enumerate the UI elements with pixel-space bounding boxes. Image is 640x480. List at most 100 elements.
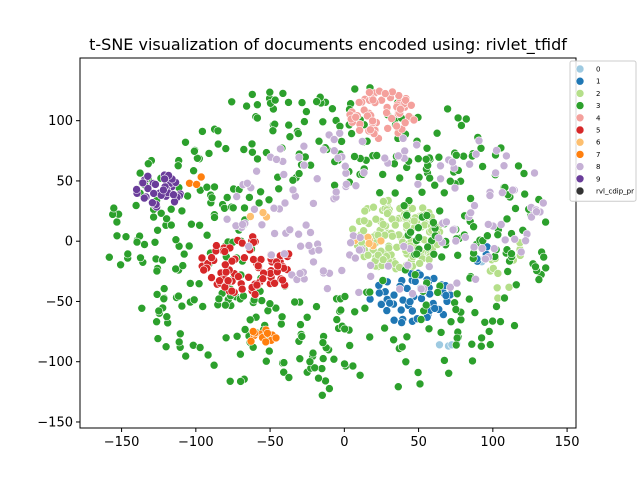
point-series-3 <box>340 359 349 369</box>
point-series-3 <box>221 144 231 153</box>
point-series-2 <box>388 231 397 241</box>
point-series-3 <box>422 211 432 220</box>
point-series-3 <box>194 279 204 289</box>
point-series-9 <box>169 190 178 199</box>
point-series-9 <box>138 178 148 188</box>
point-series-2 <box>378 220 388 229</box>
point-series-3 <box>432 128 442 138</box>
point-series-8 <box>496 220 506 229</box>
point-series-8 <box>288 185 298 195</box>
point-series-3 <box>174 291 183 301</box>
point-series-3 <box>402 332 412 342</box>
point-series-3 <box>189 295 199 305</box>
point-series-4 <box>392 121 401 131</box>
point-series-3 <box>318 338 328 347</box>
point-series-3 <box>171 264 180 274</box>
point-series-3 <box>399 201 409 210</box>
legend-label: 9 <box>596 175 600 183</box>
point-series-3 <box>350 307 360 317</box>
point-series-3 <box>496 317 505 326</box>
point-series-3 <box>414 233 424 242</box>
point-series-3 <box>452 333 462 343</box>
point-series-3 <box>480 317 490 327</box>
point-series-3 <box>156 209 166 218</box>
point-series-3 <box>187 219 196 229</box>
point-series-2 <box>379 197 388 206</box>
point-series-7 <box>246 336 256 346</box>
legend-marker <box>575 174 585 184</box>
point-series-2 <box>402 221 411 230</box>
point-series-3 <box>140 240 149 249</box>
point-series-3 <box>265 87 275 97</box>
point-series-3 <box>293 129 303 138</box>
point-series-1 <box>389 290 399 300</box>
point-series-4 <box>382 108 391 117</box>
point-series-7 <box>271 333 281 343</box>
point-series-3 <box>159 284 169 293</box>
point-series-8 <box>337 266 347 275</box>
point-series-2 <box>363 250 373 260</box>
point-series-3 <box>406 227 415 237</box>
point-series-3 <box>314 136 324 146</box>
point-series-3 <box>277 312 287 322</box>
point-series-8 <box>294 229 303 239</box>
point-series-1 <box>408 306 417 316</box>
point-series-8 <box>359 168 369 177</box>
axis-ticks: −150 −100 −50 0 50 100 150 −150 −100 −50 0 50 100 <box>37 114 579 450</box>
point-series-3 <box>329 354 339 364</box>
point-series-3 <box>300 117 309 126</box>
point-series-3 <box>492 302 501 311</box>
point-series-3 <box>131 201 141 210</box>
point-series-3 <box>429 218 438 227</box>
point-series-3 <box>421 300 431 310</box>
y-tick-label: −100 <box>37 355 73 370</box>
point-series-3 <box>440 356 449 365</box>
point-series-3 <box>152 266 162 276</box>
point-series-2 <box>408 204 417 213</box>
point-series-2 <box>384 243 394 253</box>
point-series-2 <box>390 220 400 230</box>
point-series-3 <box>347 129 356 138</box>
point-series-2 <box>359 226 368 235</box>
point-series-4 <box>387 114 396 123</box>
y-tick-label: −50 <box>46 295 73 310</box>
point-series-3 <box>514 161 523 171</box>
point-series-3 <box>284 373 294 382</box>
point-series-3 <box>519 169 529 178</box>
point-series-3 <box>245 315 255 325</box>
point-series-4 <box>409 115 419 125</box>
point-series-8 <box>481 254 490 264</box>
point-series-3 <box>271 303 281 313</box>
point-series-5 <box>278 275 287 285</box>
point-series-8 <box>306 228 315 237</box>
point-series-3 <box>152 317 161 327</box>
point-series-3 <box>417 188 427 197</box>
point-series-8 <box>285 225 295 235</box>
point-series-8 <box>346 238 355 247</box>
point-series-3 <box>511 204 520 213</box>
point-series-3 <box>425 173 435 183</box>
point-series-8 <box>232 192 241 201</box>
point-series-3 <box>222 193 232 202</box>
point-series-8 <box>471 149 481 159</box>
point-series-9 <box>151 180 160 189</box>
point-series-3 <box>253 100 262 109</box>
point-series-3 <box>268 126 278 135</box>
point-series-9 <box>143 172 153 181</box>
point-series-3 <box>310 363 320 373</box>
point-series-8 <box>499 161 509 170</box>
point-series-5 <box>197 253 207 263</box>
legend-label: 3 <box>596 102 600 110</box>
point-series-3 <box>149 212 158 222</box>
point-series-3 <box>239 145 249 154</box>
point-series-5 <box>234 272 243 281</box>
point-series-5 <box>221 267 231 277</box>
point-series-3 <box>302 107 311 116</box>
legend-marker <box>575 150 585 159</box>
point-series-8 <box>469 242 479 252</box>
point-series-3 <box>210 213 219 222</box>
point-series-3 <box>285 132 295 141</box>
point-series-3 <box>220 204 229 213</box>
point-series-8 <box>497 188 507 197</box>
